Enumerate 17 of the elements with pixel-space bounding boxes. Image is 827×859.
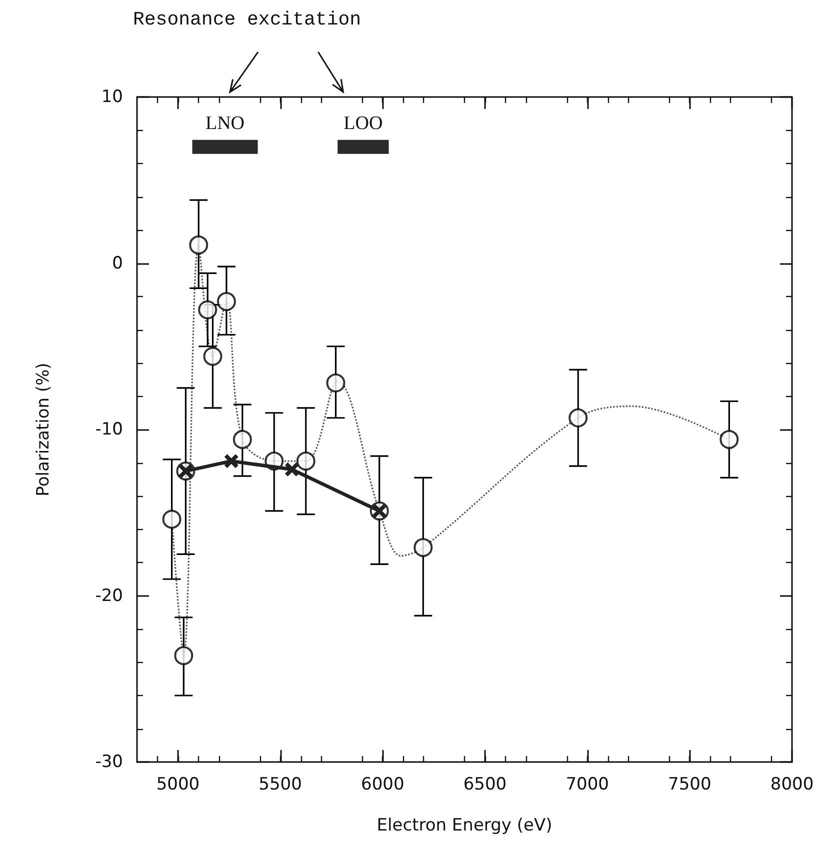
- x-tick-label: 5500: [258, 774, 302, 794]
- x-tick-label: 6500: [463, 774, 507, 794]
- y-tick-label: 10: [101, 87, 123, 107]
- x-tick-label: 6000: [360, 774, 404, 794]
- x-axis-title: Electron Energy (eV): [376, 816, 552, 836]
- y-tick-label: 0: [112, 253, 123, 274]
- x-tick-label: 7500: [668, 774, 712, 794]
- y-tick-label: -20: [95, 586, 123, 606]
- y-tick-label: -30: [95, 752, 123, 772]
- series-label: LOO: [344, 112, 383, 134]
- x-tick-label: 7000: [566, 774, 609, 794]
- x-tick-label: 8000: [770, 774, 814, 794]
- text: Resonance excitation: [133, 8, 362, 30]
- x-tick-label: 5000: [156, 774, 200, 794]
- y-axis-title: Polarization (%): [34, 362, 54, 496]
- series-label: LNO: [205, 112, 245, 134]
- y-tick-label: -10: [95, 420, 123, 440]
